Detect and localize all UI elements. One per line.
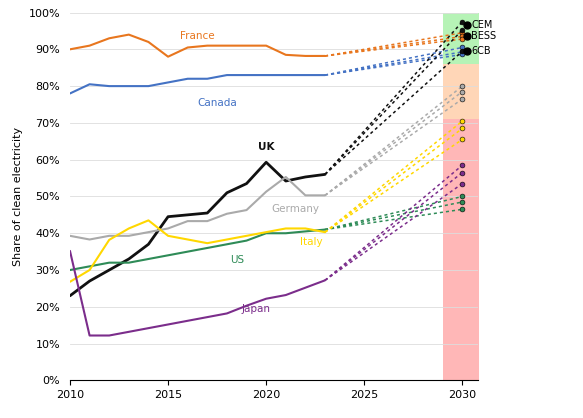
Text: US: US <box>230 255 244 265</box>
Text: France: France <box>180 31 215 41</box>
Text: Germany: Germany <box>272 204 319 214</box>
Text: Japan: Japan <box>242 303 271 314</box>
Text: BESS: BESS <box>471 31 496 41</box>
Text: UK: UK <box>258 142 275 152</box>
Text: Italy: Italy <box>300 237 322 247</box>
Text: Canada: Canada <box>197 98 237 108</box>
Y-axis label: Share of clean electricity: Share of clean electricity <box>13 127 23 266</box>
Text: CEM: CEM <box>471 20 493 31</box>
Text: 6CB: 6CB <box>471 46 491 56</box>
